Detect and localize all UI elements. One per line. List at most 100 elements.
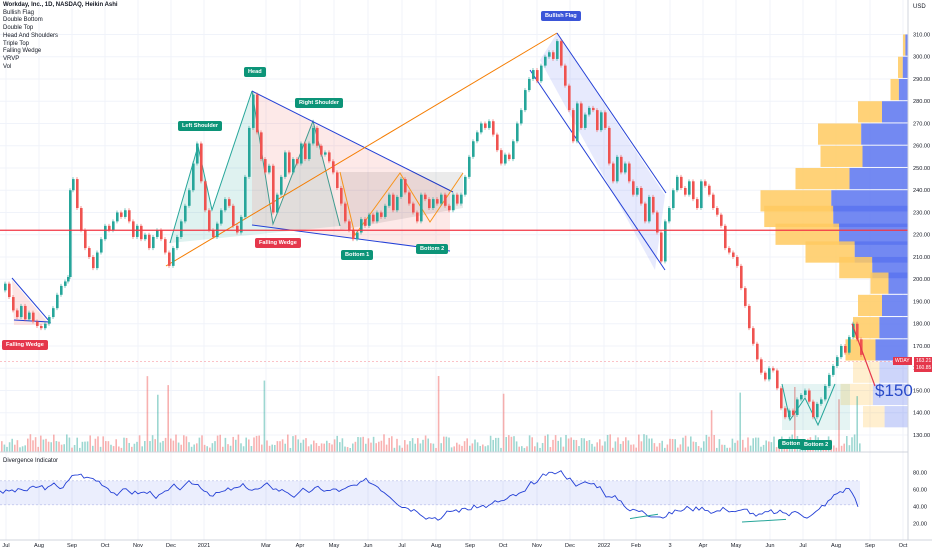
legend-item[interactable]: Double Top (3, 25, 34, 32)
candle-body (292, 159, 295, 173)
symbol-title: Workday, Inc., 1D, NASDAQ, Heikin Ashi (3, 2, 118, 8)
volume-bar (258, 435, 260, 452)
volume-bar (151, 435, 154, 452)
volume-bar (136, 441, 138, 452)
candle-body (336, 172, 339, 188)
time-tick-label: Jun (765, 543, 774, 549)
volume-bar (229, 445, 232, 452)
candle-body (144, 234, 147, 240)
pattern-label-bottom-1[interactable]: Bottom 1 (341, 250, 374, 260)
volume-bar (201, 435, 203, 452)
volume-bar (645, 435, 648, 452)
volume-bar (141, 446, 143, 452)
volume-bar (341, 438, 344, 452)
volume-bar (45, 438, 47, 452)
last-price-tag[interactable]: 163.21 (914, 357, 932, 365)
vrvp-up-bar (898, 56, 903, 78)
volume-bar (682, 437, 684, 452)
volume-bar (250, 446, 253, 452)
candle-body (592, 107, 595, 111)
candle-body (708, 185, 711, 195)
volume-bar (94, 438, 97, 452)
pattern-label-bottom[interactable]: Bottom (778, 439, 806, 449)
volume-bar (692, 441, 695, 452)
pattern-label-bottom-2[interactable]: Bottom 2 (416, 244, 449, 254)
legend-item[interactable]: Triple Top (3, 40, 30, 47)
oscillator-title[interactable]: Divergence Indicator (3, 458, 59, 464)
volume-bar (471, 443, 474, 452)
volume-bar (40, 435, 42, 452)
candle-body (668, 208, 671, 222)
volume-bar (55, 441, 58, 452)
candle-body (692, 181, 695, 200)
candle-body (600, 112, 603, 131)
overlay-lines (0, 229, 908, 387)
volume-bar (196, 443, 198, 452)
volume-bar (721, 444, 723, 452)
pattern-label-right-shoulder[interactable]: Right Shoulder (295, 98, 344, 108)
pattern-label-falling-wedge-mid[interactable]: Falling Wedge (255, 238, 301, 248)
legend-item[interactable]: Head And Shoulders (3, 32, 59, 39)
candle-body (4, 283, 7, 291)
volume-bar (450, 447, 453, 452)
volume-bar (736, 440, 739, 452)
volume-bar (679, 444, 682, 452)
candle-body (128, 210, 131, 222)
volume-bar (219, 434, 221, 452)
candle-body (220, 210, 223, 224)
candle-body (168, 252, 171, 266)
volume-bar (586, 440, 588, 452)
legend-item[interactable]: Bullish Flag (3, 9, 35, 16)
volume-bar (583, 438, 585, 452)
candle-body (560, 41, 563, 66)
legend-item[interactable]: VRVP (3, 55, 20, 62)
legend-item[interactable]: Falling Wedge (3, 48, 42, 55)
second-price-tag[interactable]: 160.85 (914, 364, 932, 372)
volume-bar (575, 440, 578, 452)
candle-body (644, 203, 647, 222)
candle-body (380, 212, 383, 217)
volume-bar (466, 438, 468, 452)
candle-body (556, 41, 559, 59)
wedge-upper-line (251, 90, 454, 193)
pattern-label-left-shoulder[interactable]: Left Shoulder (178, 121, 223, 131)
volume-bar (29, 434, 32, 452)
volume-bar (843, 443, 845, 452)
volume-bar (742, 439, 744, 452)
volume-bar (287, 434, 289, 452)
volume-bar (354, 441, 357, 452)
volume-bar (305, 438, 307, 452)
candle-body (444, 194, 447, 206)
volume-bar (505, 436, 507, 452)
volume-bar (128, 442, 130, 452)
candle-body (552, 52, 555, 59)
candle-body (792, 410, 795, 415)
candle-body (756, 343, 759, 360)
volume-bar (112, 446, 115, 452)
volume-bar (14, 444, 16, 452)
volume-bar (833, 445, 835, 452)
time-tick-label: Jul (799, 543, 806, 549)
price-tick-label: 220.00 (913, 233, 930, 239)
time-tick-label: Feb (631, 543, 641, 549)
time-tick-label: Oct (101, 543, 110, 549)
volume-bar (190, 446, 193, 452)
pattern-label-head[interactable]: Head (244, 67, 266, 77)
pattern-label-falling-wedge-left[interactable]: Falling Wedge (2, 340, 48, 350)
volume-bar (164, 437, 167, 452)
candle-body (632, 181, 635, 195)
candle-body (688, 181, 691, 195)
volume-bar (435, 447, 437, 452)
symbol-price-tag[interactable]: WDAY (893, 357, 912, 365)
volume-bar (188, 442, 190, 452)
candle-body (356, 232, 359, 240)
volume-bar (60, 444, 63, 452)
pattern-label-bullish-flag[interactable]: Bullish Flag (541, 11, 581, 21)
legend-item[interactable]: Vol (3, 63, 12, 70)
candle-body (67, 277, 70, 282)
pattern-label-bottom-2b[interactable]: Bottom 2 (800, 440, 833, 450)
price-tick-label: 270.00 (913, 121, 930, 127)
legend-item[interactable]: Double Bottom (3, 17, 43, 24)
candle-body (476, 132, 479, 142)
